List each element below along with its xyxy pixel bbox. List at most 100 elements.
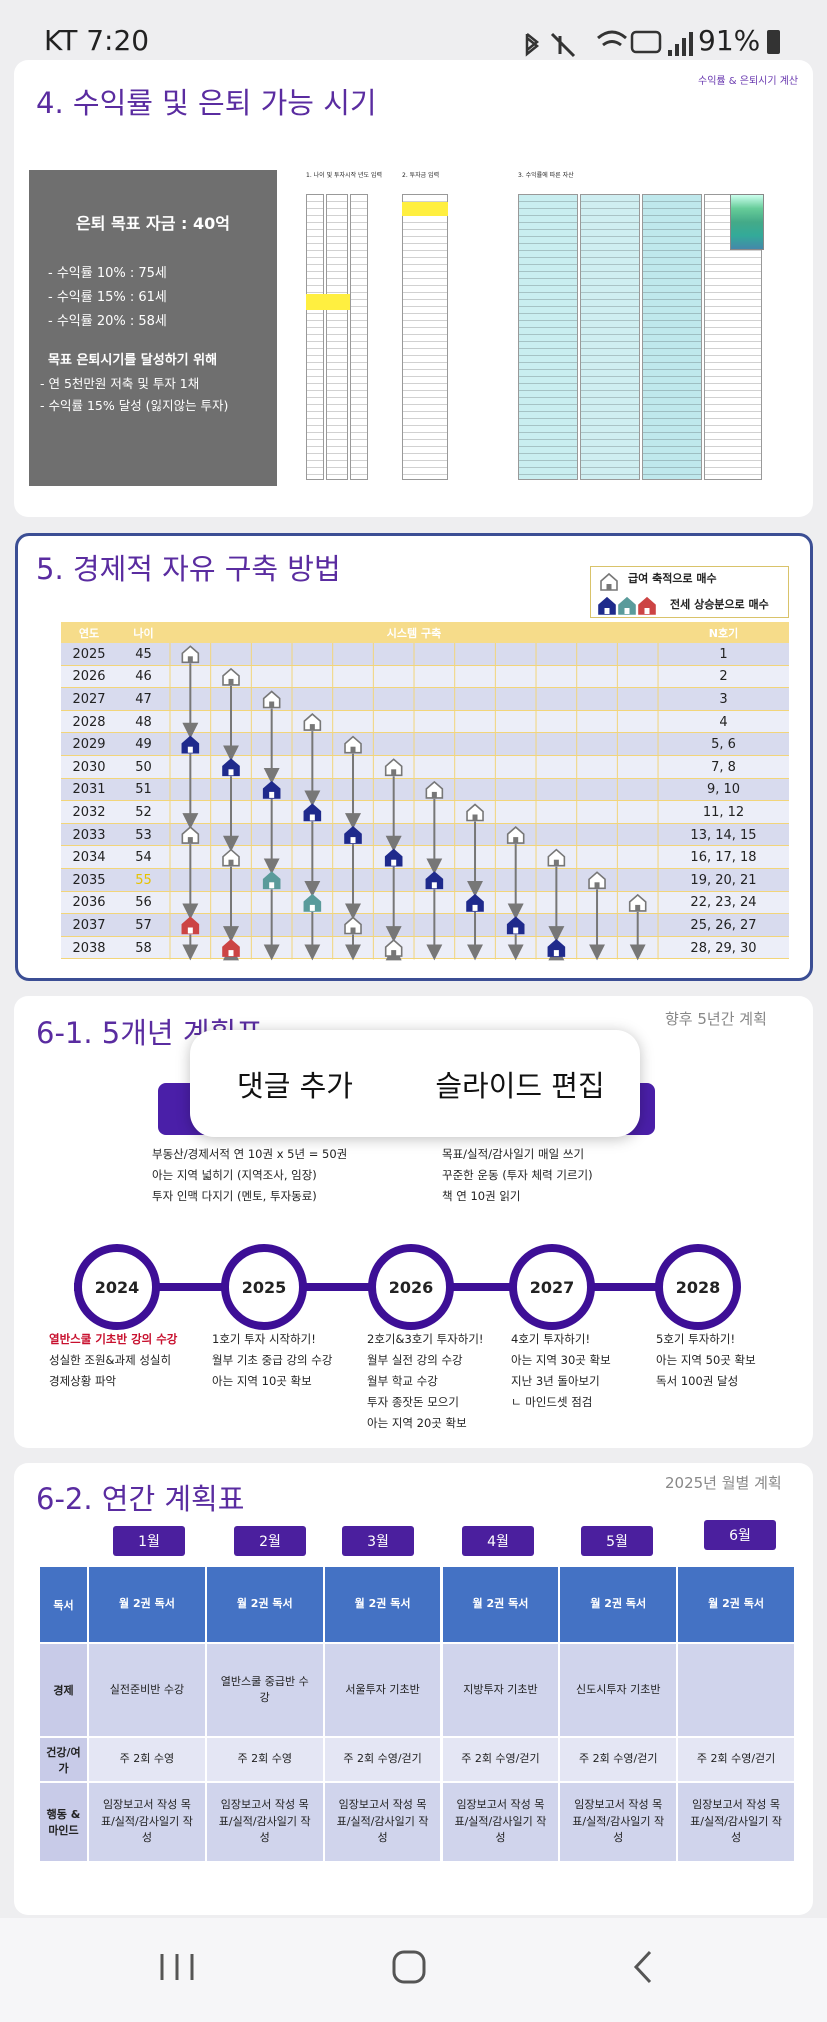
sheet-highlight xyxy=(402,202,448,216)
slide-tag: 2025년 월별 계획 xyxy=(665,1474,782,1492)
table-cell: 열반스쿨 중급반 수강 xyxy=(205,1643,324,1737)
table-cell: 5, 6 xyxy=(711,737,736,753)
row-label: 행동 & 마인드 xyxy=(39,1782,88,1862)
timeline-item: 월부 실전 강의 수강 xyxy=(367,1353,463,1367)
popup-item[interactable]: 슬라이드 편집 xyxy=(435,1068,605,1103)
slide-title: 6-2. 연간 계획표 xyxy=(36,1482,245,1516)
table-cell: 4 xyxy=(719,714,728,730)
timeline-node: 2024 xyxy=(74,1244,160,1330)
house-door xyxy=(309,904,315,911)
table-row xyxy=(61,823,789,847)
goal-item: 책 연 10권 읽기 xyxy=(442,1189,521,1203)
table-cell: 47 xyxy=(135,691,152,707)
bt-icon xyxy=(525,33,540,57)
table-cell: 월 2권 독서 xyxy=(323,1566,442,1643)
timeline-item: ㄴ 마인드셋 점검 xyxy=(511,1395,593,1409)
table-row xyxy=(61,846,789,869)
table-row xyxy=(61,891,789,915)
timeline-item: 투자 종잣돈 모으기 xyxy=(367,1395,459,1409)
timeline-node: 2028 xyxy=(655,1244,741,1330)
table-cell: 2 xyxy=(719,669,728,685)
house-icon xyxy=(262,690,281,709)
house-door xyxy=(513,927,519,934)
table-cell: 55 xyxy=(135,872,152,888)
table-cell: 25, 26, 27 xyxy=(690,917,757,933)
table-cell: 51 xyxy=(135,782,152,798)
timeline-item: 지난 3년 돌아보기 xyxy=(511,1374,600,1388)
table-cell: 50 xyxy=(135,759,152,775)
table-row xyxy=(61,801,789,824)
house-icon xyxy=(181,645,200,664)
table-cell: 45 xyxy=(135,646,152,662)
timeline-item: 아는 지역 50곳 확보 xyxy=(656,1353,756,1367)
house-door xyxy=(513,837,519,844)
status-battery: 91% xyxy=(698,24,761,57)
house-door xyxy=(350,927,356,934)
table-cell: 53 xyxy=(135,827,152,843)
table-row xyxy=(61,688,789,711)
house-door xyxy=(269,791,275,798)
table-cell: 54 xyxy=(135,850,152,866)
timeline-node: 2026 xyxy=(368,1244,454,1330)
house-icon xyxy=(222,667,240,686)
house-icon xyxy=(425,871,444,890)
house-icon xyxy=(466,803,484,822)
popup-item[interactable]: 댓글 추가 xyxy=(237,1068,353,1103)
house-icon xyxy=(384,758,403,777)
table-cell: 임장보고서 작성 목표/실적/감사일기 작성 xyxy=(677,1782,795,1862)
table-cell: 9, 10 xyxy=(706,782,741,798)
sheet-column xyxy=(350,194,368,480)
house-icon xyxy=(600,572,618,591)
house-door xyxy=(391,859,397,866)
house-door xyxy=(187,837,193,844)
house-icon xyxy=(222,758,240,777)
house-door xyxy=(431,882,437,889)
table-row xyxy=(61,869,789,892)
table-cell: 월 2권 독서 xyxy=(559,1566,678,1643)
house-icon xyxy=(425,780,444,799)
table-cell: 16, 17, 18 xyxy=(690,850,757,866)
legend-label: 급여 축적으로 매수 xyxy=(628,572,717,585)
timeline-item: 1호기 투자 시작하기! xyxy=(212,1332,316,1346)
sheet-column xyxy=(580,194,640,480)
table-cell: 46 xyxy=(135,669,152,685)
table-cell: 1 xyxy=(719,646,728,662)
timeline-item: 4호기 투자하기! xyxy=(511,1332,591,1346)
house-door xyxy=(472,814,478,821)
table-cell: 19, 20, 21 xyxy=(690,872,757,888)
month-pill: 3월 xyxy=(342,1526,414,1556)
house-icon xyxy=(506,916,525,935)
table-cell: 임장보고서 작성 목표/실적/감사일기 작성 xyxy=(559,1782,678,1862)
table-row xyxy=(61,778,789,802)
table-cell: 2028 xyxy=(72,714,106,730)
table-cell: 2038 xyxy=(72,940,106,956)
sheet-header: 2. 투자금 입력 xyxy=(402,172,440,179)
table-cell: 2030 xyxy=(72,759,106,775)
house-door xyxy=(269,701,275,708)
summary-item: - 수익률 20% : 58세 xyxy=(48,314,167,329)
wifi-icon xyxy=(597,30,627,47)
status-icons xyxy=(525,30,780,58)
sheet-highlight xyxy=(306,294,350,310)
house-door xyxy=(553,950,559,957)
timeline-node: 2025 xyxy=(221,1244,307,1330)
signal-bar xyxy=(675,44,679,56)
hd-icon xyxy=(630,30,662,54)
table-cell: 57 xyxy=(135,917,152,933)
house-door xyxy=(228,950,234,957)
summary-item: - 수익률 15% : 61세 xyxy=(48,290,167,305)
table-cell: 13, 14, 15 xyxy=(690,827,757,843)
table-cell: 임장보고서 작성 목표/실적/감사일기 작성 xyxy=(88,1782,206,1862)
table-cell: 2033 xyxy=(72,827,106,843)
table-cell: 주 2회 수영/걷기 xyxy=(441,1737,560,1782)
table-cell: 2037 xyxy=(72,917,106,933)
table-cell: 7, 8 xyxy=(711,759,736,775)
goal-item: - 수익률 15% 달성 (잃지않는 투자) xyxy=(40,398,229,413)
timeline-item: 아는 지역 20곳 확보 xyxy=(367,1416,467,1430)
status-time: KT 7:20 xyxy=(44,24,150,57)
table-header: 나이 xyxy=(133,626,154,640)
row-label: 건강/여가 xyxy=(39,1737,88,1782)
timeline-item: 월부 기초 중급 강의 수강 xyxy=(212,1353,333,1367)
table-cell: 주 2회 수영/걷기 xyxy=(323,1737,442,1782)
